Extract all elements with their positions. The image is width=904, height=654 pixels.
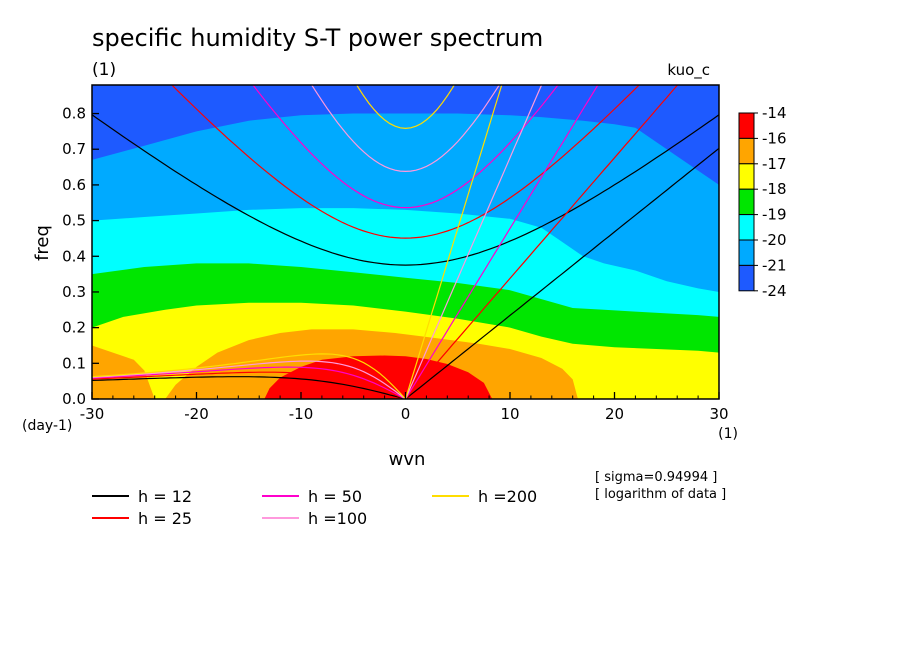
legend-label: h = 12 xyxy=(138,487,192,506)
x-tick-label: 20 xyxy=(605,405,624,423)
legend: h = 12 h = 25 h = 50 h =100 h =200 xyxy=(92,487,537,528)
legend-label: h = 50 xyxy=(308,487,362,506)
kelvin-curve-1 xyxy=(405,85,679,399)
dispersion-curves xyxy=(92,85,719,399)
x-tick-label: 10 xyxy=(500,405,519,423)
x-axis-unit: (1) xyxy=(718,426,738,442)
colorbar-swatch xyxy=(738,214,755,241)
kelvin-curve-2 xyxy=(404,85,599,399)
colorbar-label: -16 xyxy=(762,129,787,147)
colorbar-swatch xyxy=(738,163,755,190)
rossby-curve-2 xyxy=(92,366,406,399)
legend-label: h =200 xyxy=(478,487,537,506)
kelvin-curve-3 xyxy=(404,85,543,399)
x-tick-label: -10 xyxy=(289,405,314,423)
y-axis-label: freq xyxy=(32,225,53,261)
contour-bands xyxy=(92,85,719,399)
colorbar-swatch xyxy=(738,239,755,266)
colorbar-label: -19 xyxy=(762,206,787,224)
y-tick-label: 0.3 xyxy=(62,283,86,301)
colorbar-label: -20 xyxy=(762,231,787,249)
x-tick-label: 30 xyxy=(709,405,728,423)
y-tick-label: 0.4 xyxy=(62,247,86,265)
colorbar-swatch xyxy=(738,188,755,216)
colorbar-label: -21 xyxy=(762,256,787,274)
title-unit: (1) xyxy=(92,60,116,80)
colorbar-label: -14 xyxy=(762,104,787,122)
top-right-label: kuo_c xyxy=(667,61,710,80)
x-tick-label: -20 xyxy=(184,405,209,423)
y-tick-label: 0.8 xyxy=(62,105,86,123)
colorbar-swatch xyxy=(738,112,755,139)
y-tick-label: 0.6 xyxy=(62,176,86,194)
x-axis-label: wvn xyxy=(389,449,426,470)
kelvin-curve-0 xyxy=(405,147,719,399)
x-tick-label: -30 xyxy=(80,405,105,423)
y-tick-label: 0.0 xyxy=(62,390,86,408)
contour-band-6 xyxy=(264,355,493,399)
chart-title: specific humidity S-T power spectrum xyxy=(92,24,543,52)
y-axis-unit: (day-1) xyxy=(22,418,72,434)
y-tick-label: 0.1 xyxy=(62,354,86,372)
inertia-gravity-curve-3 xyxy=(311,85,500,173)
kelvin-curve-4 xyxy=(404,85,503,399)
y-tick-label: 0.7 xyxy=(62,140,86,158)
note-sigma: [ sigma=0.94994 ] xyxy=(595,470,717,485)
colorbar-label: -17 xyxy=(762,155,787,173)
colorbar: -14 -16 -17 -18 -19 -20 -21 -24 xyxy=(738,104,787,300)
legend-label: h = 25 xyxy=(138,509,192,528)
inertia-gravity-curve-1 xyxy=(171,85,640,239)
rossby-curve-1 xyxy=(92,371,406,399)
y-tick-label: 0.2 xyxy=(62,319,86,337)
rossby-curve-0 xyxy=(92,376,406,399)
rossby-curve-4 xyxy=(92,353,406,399)
note-logarithm: [ logarithm of data ] xyxy=(595,487,726,502)
colorbar-label: -24 xyxy=(762,282,787,300)
y-tick-label: 0.5 xyxy=(62,212,86,230)
inertia-gravity-curve-4 xyxy=(356,85,455,130)
inertia-gravity-curve-2 xyxy=(252,85,559,209)
rossby-curve-3 xyxy=(92,360,406,399)
x-tick-label: 0 xyxy=(401,405,411,423)
colorbar-swatch xyxy=(738,137,755,165)
inertia-gravity-curve-0 xyxy=(92,114,719,266)
colorbar-swatch xyxy=(738,264,755,292)
colorbar-label: -18 xyxy=(762,180,787,198)
axes: -30 -20 -10 0 10 20 30 0.0 0.1 0.2 0.3 0.4 0.5 0.6 0.7… xyxy=(62,105,728,423)
legend-label: h =100 xyxy=(308,509,367,528)
